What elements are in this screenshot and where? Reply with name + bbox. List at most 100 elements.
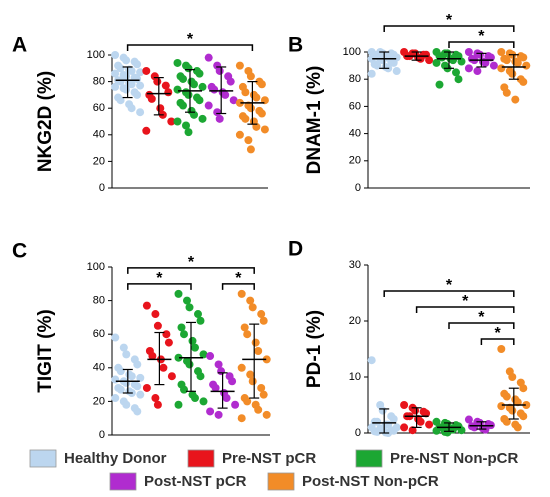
significance-bracket [127,283,192,290]
data-point [151,394,160,403]
significance-label: * [462,293,469,310]
data-point [416,417,425,426]
data-point [502,417,511,426]
data-point [260,125,269,134]
data-point [226,77,235,86]
data-point [119,343,128,352]
data-point [425,420,434,429]
data-point [199,350,208,359]
data-point [206,407,215,416]
data-point [127,66,136,75]
data-point [464,64,473,73]
panel-letter: C [12,240,27,263]
data-point [228,377,237,386]
panel-letter: A [12,34,27,57]
panel-letter: B [288,34,303,57]
data-point [464,48,473,56]
data-point [211,383,220,392]
data-point [464,415,473,424]
data-point [111,69,120,78]
y-tick-label: 20 [349,155,361,167]
significance-label: * [235,270,242,287]
y-tick-label: 100 [87,49,105,61]
data-point [243,397,252,406]
data-point [196,372,205,381]
data-point [116,367,125,376]
data-point [422,409,431,418]
legend-swatch [267,472,295,491]
data-point [221,90,230,99]
data-point [195,96,204,105]
data-point [373,417,382,426]
significance-bracket [126,44,254,51]
legend-swatch [187,449,215,468]
data-point [204,53,213,62]
data-point [231,400,240,409]
data-point [497,48,506,56]
y-tick-label: 30 [349,259,361,271]
data-point [392,67,401,76]
data-point [214,410,223,419]
data-point [194,310,202,319]
significance-label: * [478,28,485,45]
data-point [246,104,255,113]
data-point [185,303,194,312]
y-tick-label: 40 [93,362,105,374]
data-point [259,316,268,325]
data-point [180,385,188,394]
data-point [400,401,409,409]
data-point [173,58,182,67]
data-point [180,330,188,339]
data-point [133,360,142,369]
data-point [122,85,131,94]
data-point [454,75,463,84]
data-point [508,69,517,78]
data-point [489,61,498,70]
data-point [206,352,215,361]
data-point [378,406,387,415]
y-tick-label: 40 [349,128,361,140]
data-point [513,398,522,407]
data-point [173,117,182,126]
data-point [136,373,145,382]
data-point [257,383,266,392]
data-point [167,117,176,126]
data-point [147,94,156,103]
data-point [246,145,255,154]
significance-label: * [156,270,163,287]
data-point [508,373,517,381]
significance-label: * [478,309,485,326]
data-point [497,402,506,411]
data-point [241,88,250,97]
data-point [127,372,136,381]
legend-swatch [109,472,137,491]
significance-bracket [480,338,515,345]
significance-label: * [446,12,453,29]
data-point [153,77,162,86]
data-point [116,385,125,394]
data-point [237,363,246,372]
data-point [259,390,268,399]
legend-label: Post-NST Non-pCR [302,473,439,490]
data-point [519,53,528,62]
data-point [246,72,255,81]
data-point [136,108,145,117]
data-point [142,126,151,135]
data-point [111,333,120,342]
y-tick-label: 100 [87,261,105,273]
data-point [257,80,266,89]
data-point [246,296,255,305]
data-point [217,367,226,376]
data-point [235,98,244,107]
data-point [257,109,266,118]
y-tick-label: 0 [355,427,361,439]
data-point [432,58,441,67]
data-point [432,426,441,435]
data-point [153,400,162,409]
y-axis-label: PD-1 (%) [304,310,325,388]
y-tick-label: 60 [93,102,105,114]
y-tick-label: 20 [93,395,105,407]
data-point [198,114,207,123]
data-point [184,90,193,99]
data-point [252,93,261,102]
